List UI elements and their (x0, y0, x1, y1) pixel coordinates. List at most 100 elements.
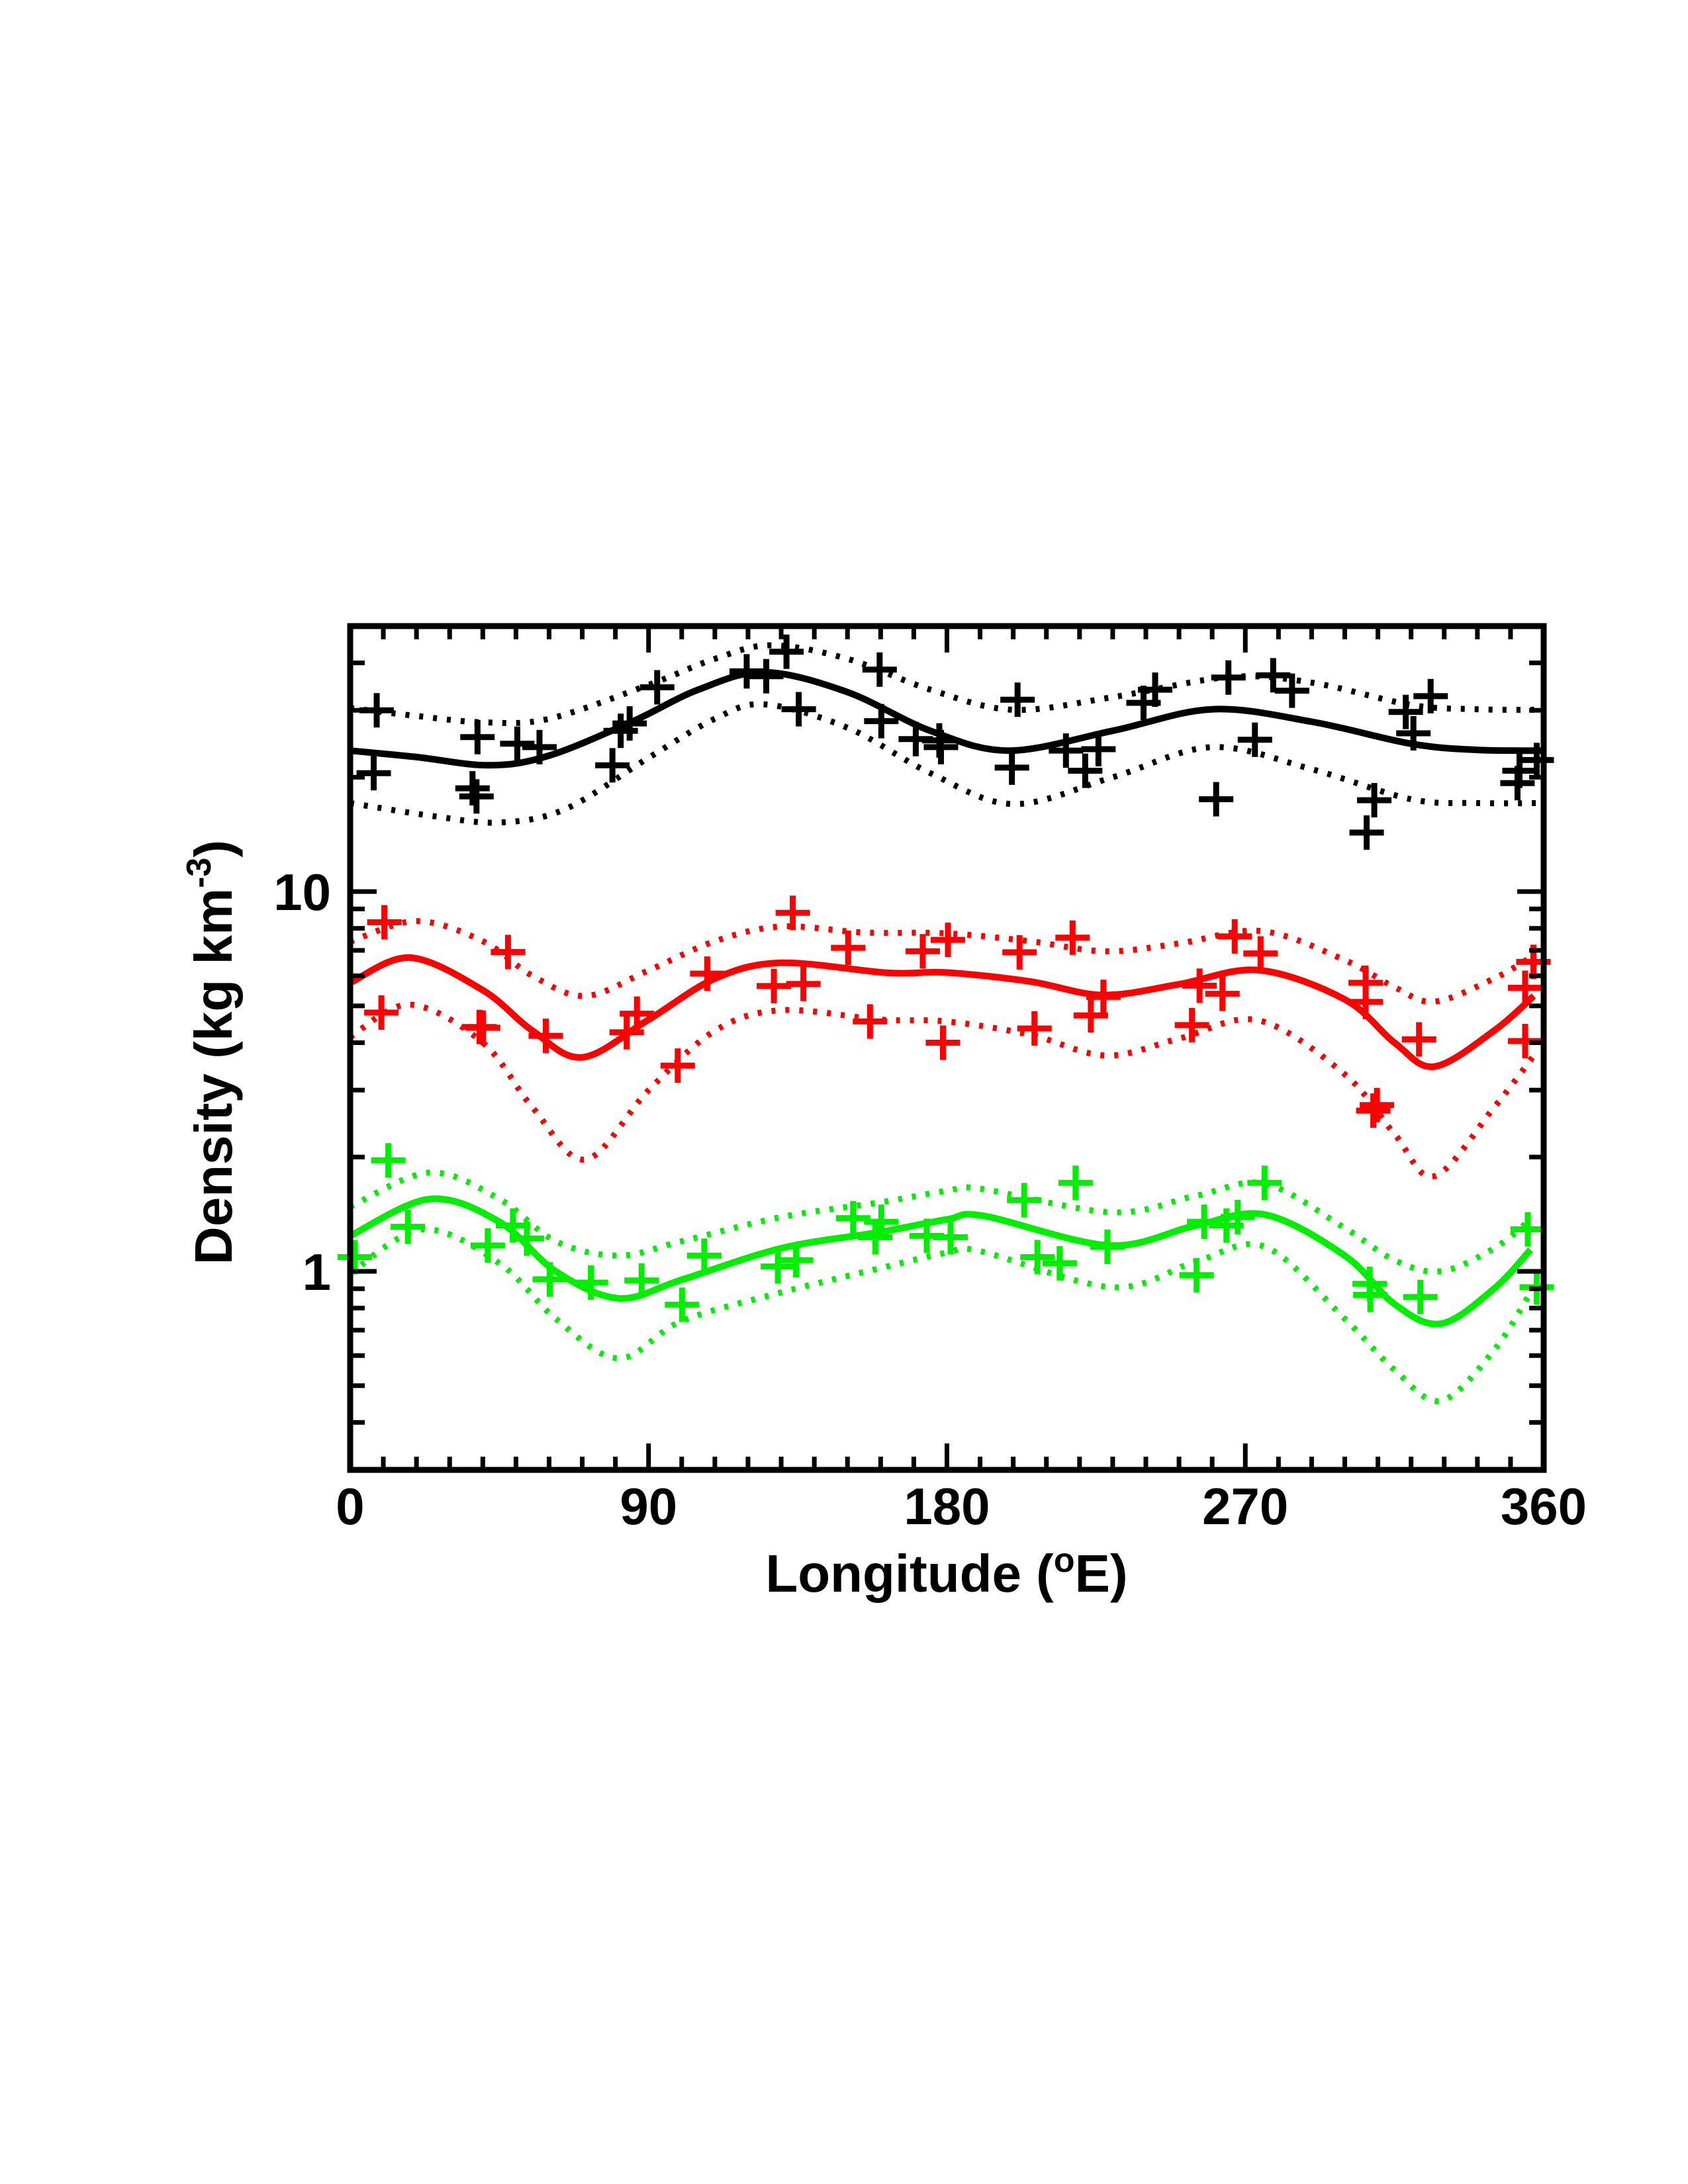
green-data-point (864, 1205, 899, 1240)
red-data-point (364, 995, 399, 1030)
x-axis-title-main: Longitude ( (765, 1544, 1054, 1603)
y-axis-title: Density (kg km-3) (180, 840, 243, 1265)
y-tick-label: 1 (303, 1243, 331, 1301)
black-data-point (1357, 783, 1392, 818)
black-data-point (356, 756, 391, 791)
green-data-point (933, 1220, 968, 1255)
green-data-point (532, 1261, 567, 1297)
green-data-point (778, 1243, 814, 1278)
red-data-point (367, 905, 402, 940)
green-data-point (1510, 1212, 1545, 1247)
x-tick-label: 360 (1501, 1477, 1587, 1535)
green-data-point (470, 1228, 505, 1263)
series-red (348, 895, 1551, 1180)
red-data-point (925, 1025, 961, 1060)
red-data-point (1401, 1022, 1436, 1057)
red-data-point (465, 1010, 500, 1045)
red-data-point (931, 923, 965, 958)
green-data-point (1020, 1240, 1055, 1275)
green-data-point (835, 1201, 870, 1236)
series-layer (338, 634, 1554, 1404)
green-data-point (573, 1265, 608, 1300)
x-tick-label: 270 (1202, 1477, 1288, 1535)
y-axis-title-exponent: -3 (180, 858, 218, 888)
red-data-point (528, 1019, 563, 1054)
x-axis-title-tail: E) (1075, 1544, 1128, 1603)
black-lower-bound-line (350, 701, 1544, 826)
black-data-point (1349, 815, 1384, 850)
y-axis-title-main: Density (kg km (184, 888, 243, 1265)
green-data-point (1058, 1165, 1093, 1201)
red-data-point (1348, 984, 1383, 1019)
x-axis-title: Longitude (oE) (765, 1541, 1127, 1603)
green-data-point (686, 1238, 722, 1273)
black-data-point (639, 670, 675, 705)
black-data-point (1256, 658, 1291, 693)
black-upper-bound-line (350, 642, 1544, 727)
black-data-point (1049, 733, 1084, 768)
black-data-point (1396, 716, 1431, 751)
green-data-point (761, 1249, 796, 1284)
red-data-point (620, 996, 655, 1031)
red-data-point (609, 1015, 644, 1050)
red-data-point (1205, 976, 1240, 1011)
black-data-point (862, 652, 897, 687)
red-data-point (690, 956, 725, 991)
black-data-point (1519, 743, 1554, 778)
green-data-point (1353, 1277, 1388, 1312)
black-data-point (1413, 678, 1448, 713)
red-data-point (831, 931, 866, 966)
axes-layer (347, 623, 1547, 1473)
black-data-point (864, 704, 899, 739)
green-data-point (509, 1221, 544, 1256)
black-data-point (1199, 782, 1234, 817)
black-data-point (595, 748, 630, 783)
black-data-point (612, 706, 647, 741)
black-data-point (769, 634, 804, 669)
black-data-point (359, 693, 395, 728)
green-data-point (665, 1287, 700, 1322)
tick-labels: 0 90 180 270 360 1 10 (273, 863, 1587, 1535)
y-axis-title-tail: ) (184, 840, 243, 858)
x-tick-label: 180 (904, 1477, 990, 1535)
red-data-point (757, 968, 792, 1003)
red-data-point (1174, 1007, 1209, 1042)
black-data-point (1081, 732, 1116, 767)
series-green (338, 1143, 1554, 1404)
y-tick-label: 10 (273, 863, 331, 921)
green-data-point (1179, 1257, 1214, 1293)
green-data-point (1007, 1183, 1042, 1218)
red-data-point (1243, 936, 1278, 971)
black-data-point (1274, 673, 1309, 708)
red-data-point (1086, 979, 1121, 1015)
black-data-point (1237, 722, 1272, 757)
green-data-point (858, 1220, 893, 1255)
red-data-point (1002, 934, 1037, 970)
series-black (350, 634, 1554, 850)
green-data-point (1042, 1246, 1077, 1281)
red-data-point (853, 1004, 888, 1039)
black-data-point (460, 719, 495, 754)
red-fit-line (348, 954, 1536, 1070)
green-data-point (624, 1263, 659, 1298)
black-data-point (1502, 753, 1537, 788)
red-data-point (1073, 998, 1108, 1033)
black-data-point (1068, 753, 1103, 788)
x-tick-label: 0 (336, 1477, 364, 1535)
x-tick-label: 90 (620, 1477, 677, 1535)
black-data-point (522, 729, 557, 764)
red-data-point (1017, 1011, 1052, 1046)
black-data-point (1138, 672, 1173, 707)
red-data-point (1217, 919, 1252, 954)
black-data-point (923, 729, 959, 764)
red-lower-bound-line (348, 1001, 1536, 1180)
red-data-point (491, 934, 526, 970)
black-data-point (994, 750, 1029, 785)
black-data-point (749, 659, 784, 694)
red-data-point (1507, 970, 1542, 1005)
red-data-point (905, 934, 940, 969)
black-data-point (781, 692, 816, 727)
green-data-point (391, 1209, 426, 1244)
